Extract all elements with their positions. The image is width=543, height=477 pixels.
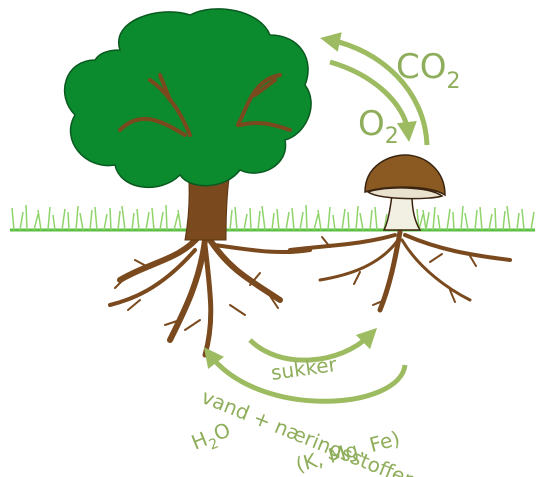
- o2-sub: 2: [385, 124, 399, 149]
- grass: [10, 205, 535, 230]
- o2-label: O2: [358, 104, 399, 149]
- co2-sub: 2: [447, 69, 461, 94]
- co2-main: CO: [396, 47, 447, 87]
- o2-main: O: [358, 104, 385, 144]
- tree-canopy: [65, 9, 311, 188]
- h2o-label: H2O: [188, 418, 236, 460]
- co2-label: CO2: [396, 47, 461, 94]
- diagram: CO2 O2 sukker vand + næringsstoffer H2O …: [0, 0, 543, 477]
- tree-roots: [110, 235, 310, 355]
- mushroom: [365, 155, 445, 230]
- mushroom-roots: [290, 232, 510, 310]
